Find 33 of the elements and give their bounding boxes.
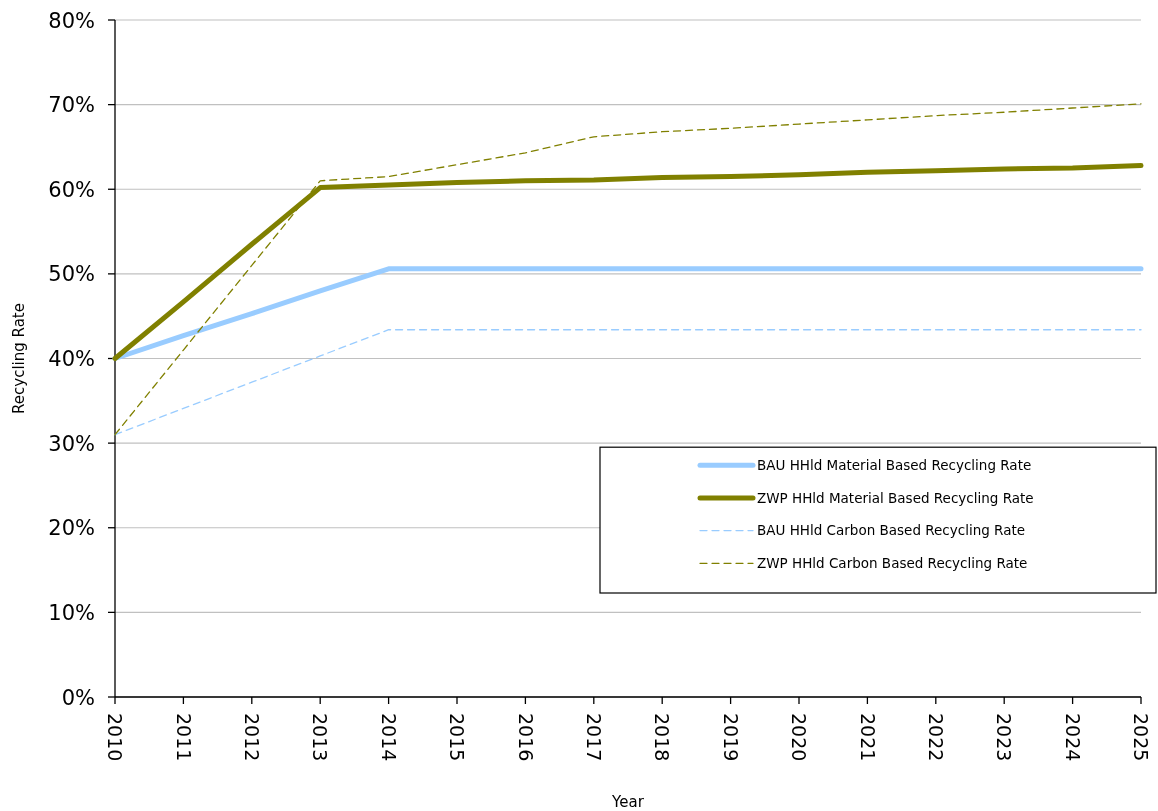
x-tick-label: 2012 <box>240 713 263 762</box>
y-tick-label: 60% <box>48 177 95 202</box>
x-tick-label: 2011 <box>172 713 195 762</box>
line-series <box>114 329 1142 436</box>
legend-label: BAU HHld Material Based Recycling Rate <box>757 457 1032 474</box>
x-tick-label: 2025 <box>1130 713 1153 762</box>
y-axis-title: Recycling Rate <box>10 303 28 414</box>
legend-label: ZWP HHld Material Based Recycling Rate <box>757 489 1034 506</box>
x-tick-label: 2022 <box>924 713 947 762</box>
x-tick-label: 2013 <box>309 713 332 762</box>
x-tick-label: 2014 <box>377 713 400 762</box>
x-tick-label: 2020 <box>788 713 811 762</box>
y-tick-label: 70% <box>48 93 95 118</box>
x-tick-label: 2021 <box>856 713 879 762</box>
x-tick-label: 2024 <box>1061 713 1084 762</box>
x-axis-title: Year <box>611 793 645 811</box>
y-tick-label: 40% <box>48 347 95 372</box>
x-tick-label: 2019 <box>719 713 742 762</box>
y-tick-label: 10% <box>48 600 95 625</box>
legend-label: BAU HHld Carbon Based Recycling Rate <box>757 522 1026 539</box>
x-tick-label: 2023 <box>993 713 1016 762</box>
x-tick-label: 2015 <box>446 713 469 762</box>
x-tick-label: 2010 <box>104 713 127 762</box>
y-tick-label: 30% <box>48 431 95 456</box>
x-tick-label: 2016 <box>514 713 537 762</box>
x-tick-label: 2018 <box>651 713 674 762</box>
y-tick-label: 80% <box>48 8 95 33</box>
x-tick-label: 2017 <box>582 713 605 762</box>
y-tick-label: 50% <box>48 262 95 287</box>
legend-label: ZWP HHld Carbon Based Recycling Rate <box>757 555 1028 572</box>
y-tick-label: 20% <box>48 516 95 541</box>
line-series <box>114 103 1142 436</box>
y-tick-label: 0% <box>61 685 95 710</box>
